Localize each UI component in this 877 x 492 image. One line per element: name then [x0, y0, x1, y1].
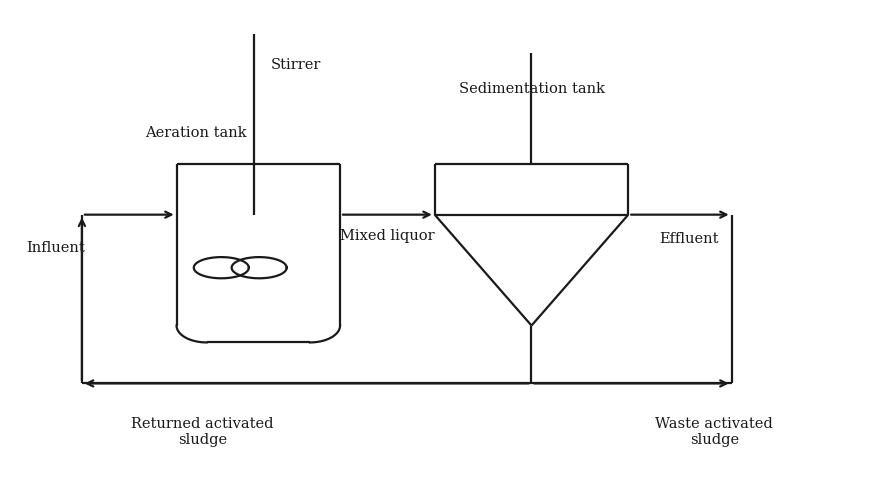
- Text: Influent: Influent: [26, 242, 85, 255]
- Text: Effluent: Effluent: [658, 232, 717, 246]
- Text: Aeration tank: Aeration tank: [146, 125, 247, 140]
- Text: Waste activated
sludge: Waste activated sludge: [655, 417, 773, 447]
- Text: Returned activated
sludge: Returned activated sludge: [131, 417, 274, 447]
- Text: Mixed liquor: Mixed liquor: [339, 229, 434, 244]
- Text: Sedimentation tank: Sedimentation tank: [459, 82, 604, 96]
- Text: Stirrer: Stirrer: [271, 58, 321, 72]
